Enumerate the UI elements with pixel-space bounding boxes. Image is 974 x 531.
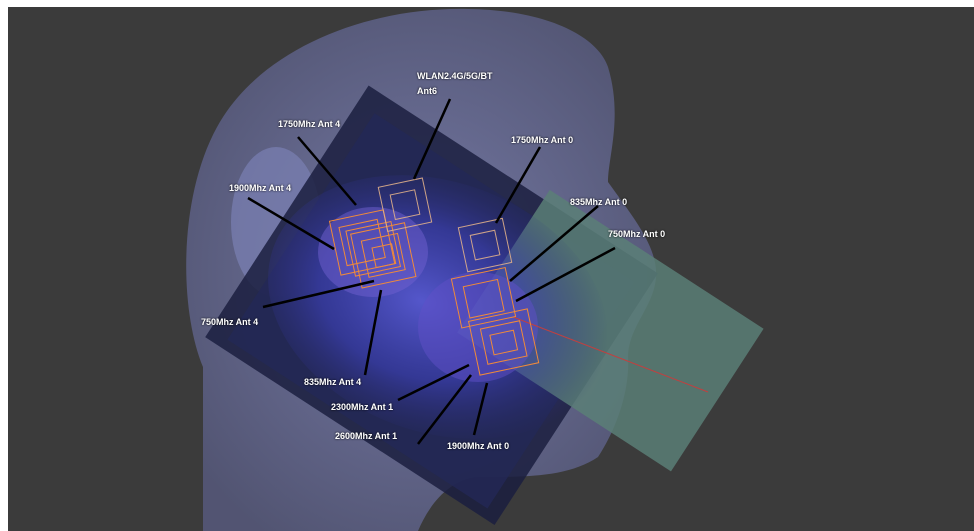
leader-2300-ant1 [397,363,470,402]
antenna-cluster-left [328,209,417,289]
leader-835-ant4 [363,289,383,376]
label-2600-ant1: 2600Mhz Ant 1 [335,431,398,441]
field-core-right [418,272,538,382]
leader-wlan [412,98,452,180]
leader-1900-ant0 [472,382,489,436]
label-835-ant4: 835Mhz Ant 4 [304,377,362,387]
head-phone-model-render [186,8,764,531]
label-1900-ant4: 1900Mhz Ant 4 [229,183,292,193]
label-2300-ant1: 2300Mhz Ant 1 [331,402,394,412]
label-1750-ant4: 1750Mhz Ant 4 [278,119,341,129]
label-750-ant0: 750Mhz Ant 0 [608,229,666,239]
ant0-1750-outline [457,217,513,273]
leader-750-ant0 [515,246,616,303]
label-1750-ant0: 1750Mhz Ant 0 [511,135,574,145]
label-1900-ant0: 1900Mhz Ant 0 [447,441,510,451]
label-750-ant4: 750Mhz Ant 4 [201,317,259,327]
leader-1750-ant4 [297,136,357,206]
wlan-antenna-outline [377,177,433,232]
label-wlan: WLAN2.4G/5G/BT [417,71,493,81]
label-wlan-ant: Ant6 [417,86,437,96]
label-835-ant0: 835Mhz Ant 0 [570,197,628,207]
leader-2600-ant1 [417,374,472,445]
3d-viewport[interactable]: WLAN2.4G/5G/BT Ant6 1750Mhz Ant 4 1750Mh… [8,7,974,531]
leader-1750-ant0 [494,146,542,224]
leader-1900-ant4 [247,196,335,251]
antenna-cluster-right [450,266,540,376]
leader-750-ant4 [262,279,375,309]
axis-line [512,316,709,393]
leader-835-ant0 [509,205,599,282]
